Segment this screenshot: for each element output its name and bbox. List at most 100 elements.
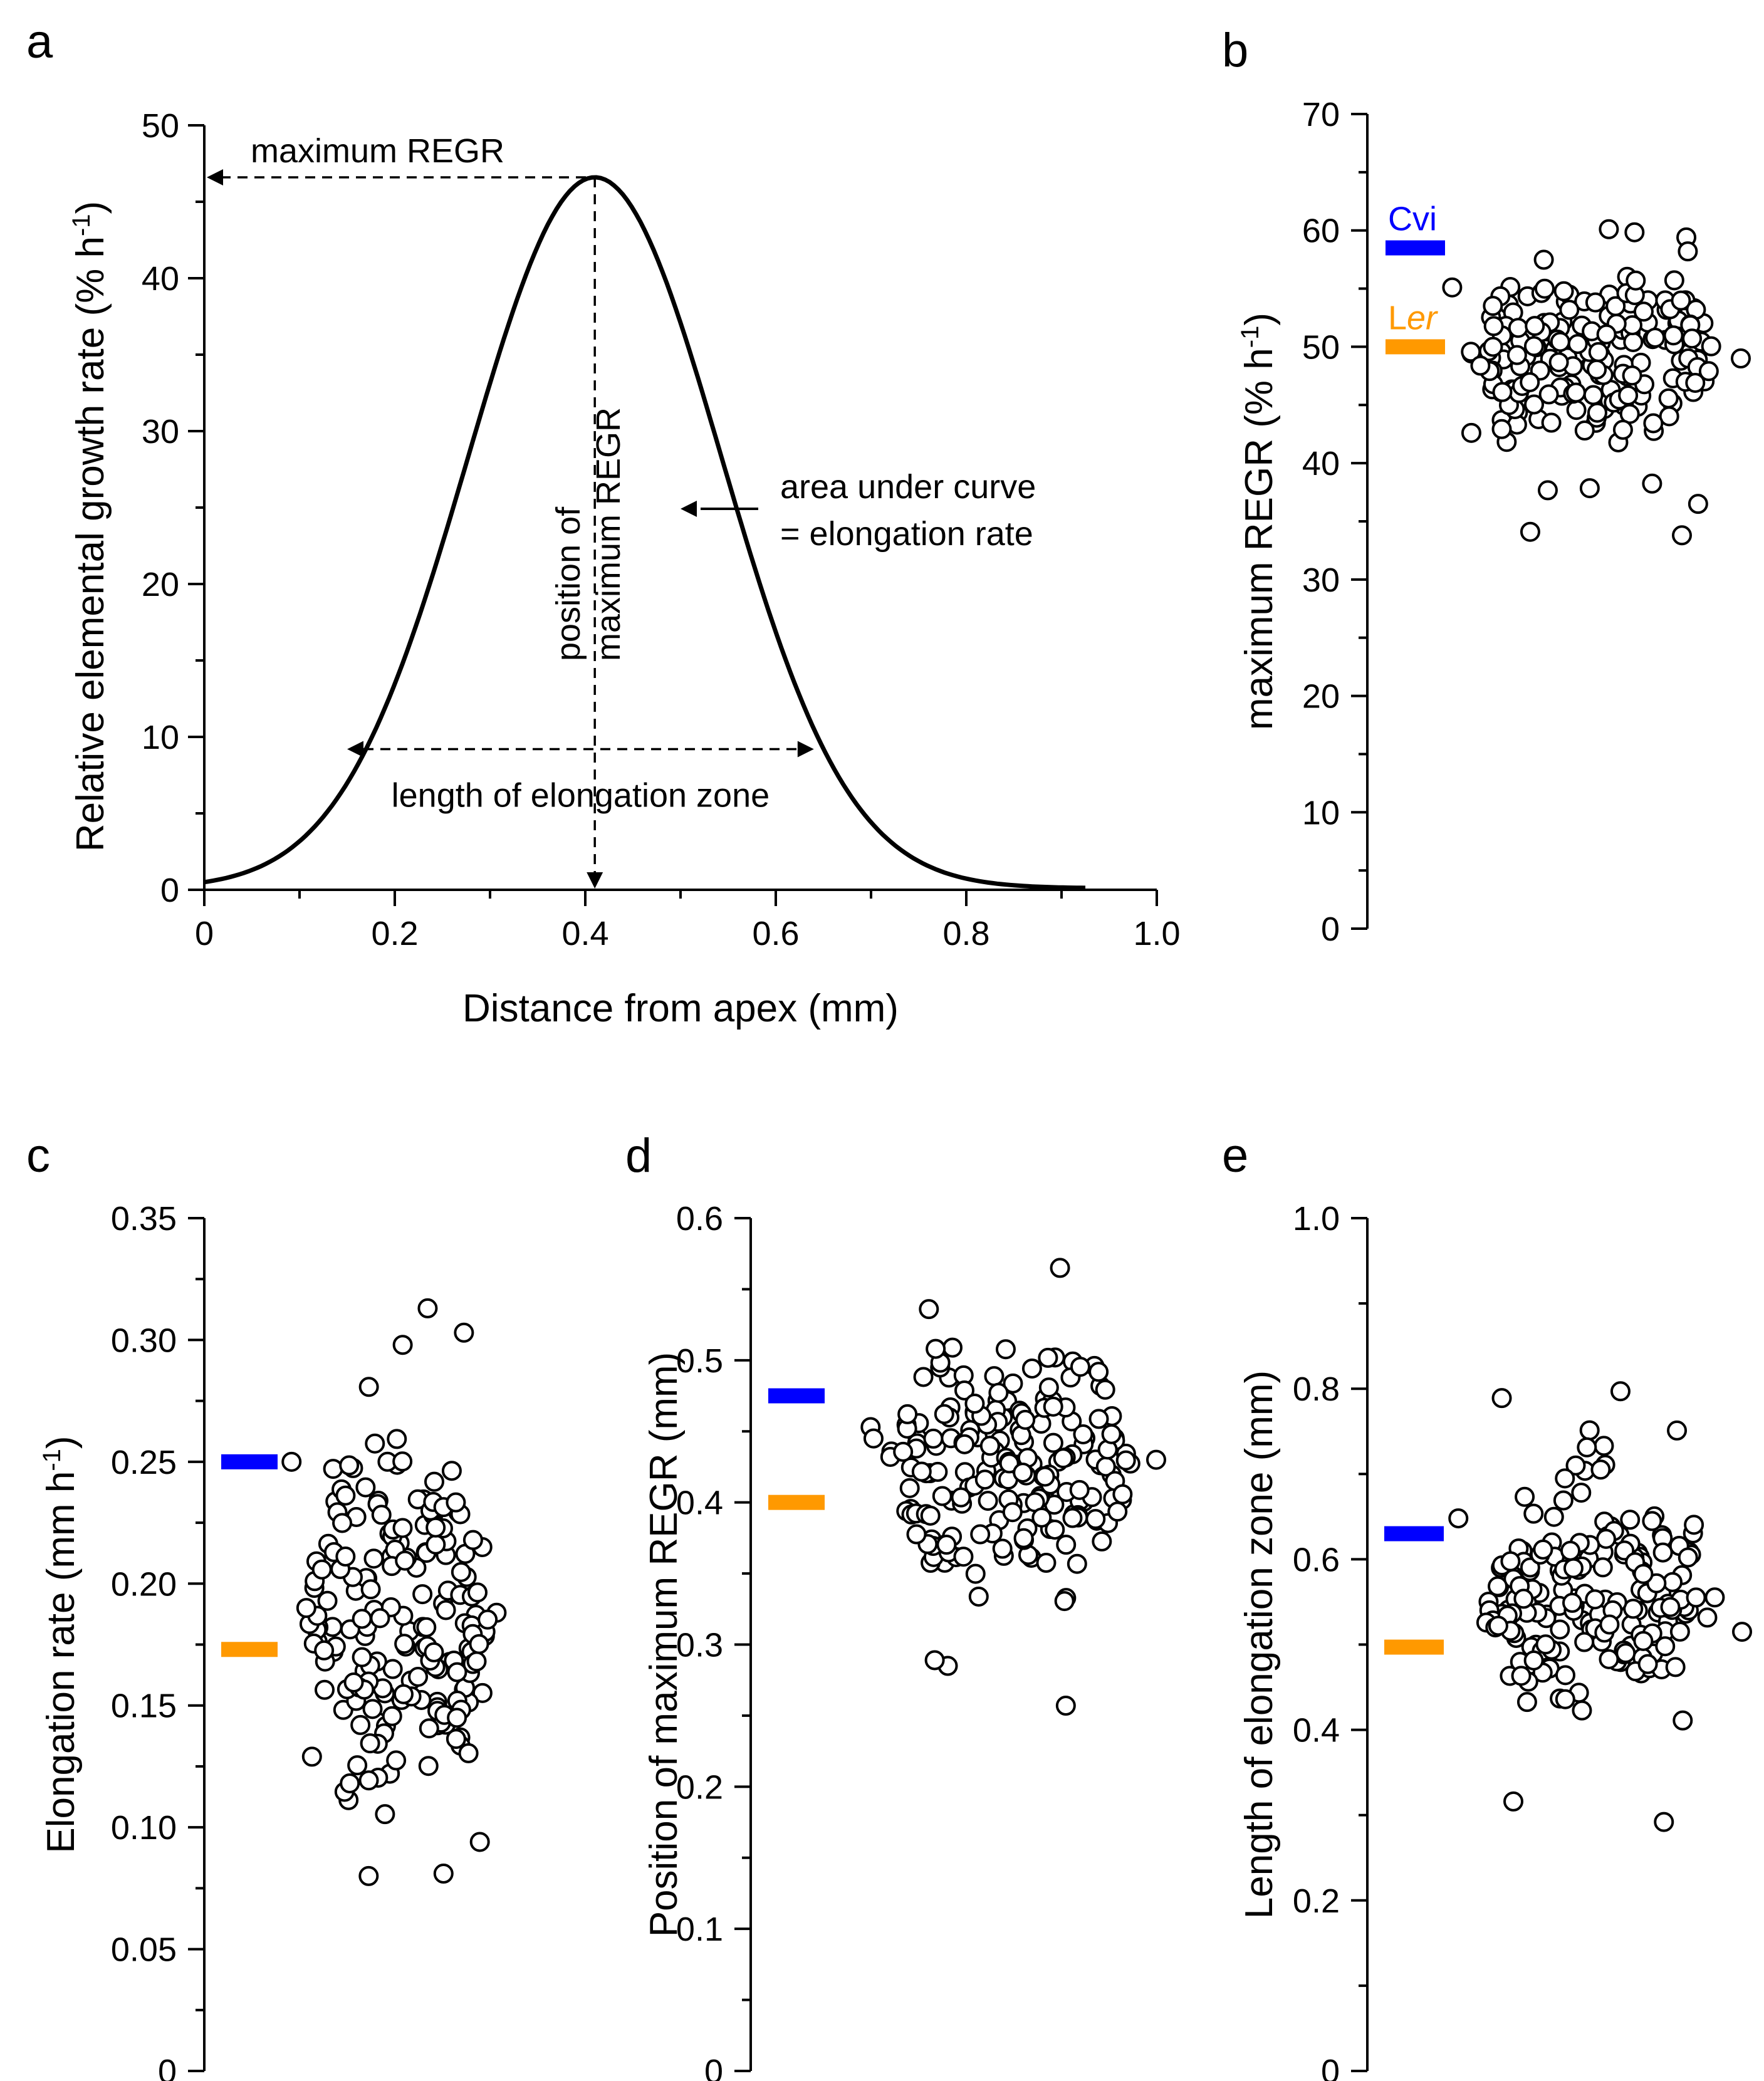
ril-point bbox=[984, 1366, 1005, 1387]
ril-point bbox=[382, 1706, 402, 1726]
zone-annotation: length of elongation zone bbox=[392, 777, 770, 815]
max-regr-annotation: maximum REGR bbox=[251, 132, 504, 170]
ril-point bbox=[1685, 372, 1706, 393]
ril-point bbox=[362, 1699, 383, 1719]
y-tick-label: 10 bbox=[1302, 794, 1340, 832]
ril-point bbox=[424, 1471, 444, 1492]
area-arrowhead bbox=[681, 501, 697, 517]
ril-point bbox=[923, 1428, 944, 1449]
ril-point bbox=[953, 1546, 974, 1567]
ril-point bbox=[425, 1534, 446, 1555]
ril-point bbox=[350, 1714, 371, 1735]
x-tick-label: 0.8 bbox=[942, 915, 989, 952]
parent-bar-cvi bbox=[1386, 240, 1445, 256]
ril-point bbox=[1671, 290, 1691, 311]
y-tick-label: 0.4 bbox=[1293, 1712, 1340, 1750]
panel-label-d: d bbox=[625, 1129, 652, 1182]
ril-point bbox=[393, 1684, 414, 1704]
y-tick-label: 20 bbox=[142, 566, 179, 603]
y-tick-label: 20 bbox=[1302, 678, 1340, 716]
ril-point bbox=[1483, 336, 1503, 357]
ril-point bbox=[1043, 1432, 1063, 1453]
y-tick-label: 0.30 bbox=[111, 1322, 177, 1359]
ril-point bbox=[441, 1461, 462, 1481]
ril-point bbox=[919, 1299, 939, 1320]
ril-point bbox=[1553, 281, 1574, 301]
ril-point bbox=[897, 1404, 918, 1424]
ril-point bbox=[358, 1770, 379, 1791]
ril-point bbox=[412, 1584, 433, 1605]
ril-point bbox=[408, 1666, 429, 1687]
ril-point bbox=[1523, 1650, 1544, 1671]
y-axis-title-sup: -1 bbox=[38, 1449, 66, 1471]
x-tick-label: 0.4 bbox=[561, 915, 608, 952]
ril-point bbox=[893, 1441, 914, 1462]
y-tick-label: 0.05 bbox=[111, 1931, 177, 1969]
ril-point bbox=[1538, 384, 1559, 405]
ril-point bbox=[1492, 382, 1513, 402]
ril-point bbox=[1587, 402, 1607, 423]
panel-label-a: a bbox=[26, 15, 53, 68]
ril-point bbox=[1553, 1490, 1574, 1511]
ril-point bbox=[1599, 1649, 1619, 1669]
ril-point bbox=[1678, 1547, 1698, 1568]
y-tick-label: 0 bbox=[158, 2053, 177, 2081]
y-axis-title-text: maximum REGR (% h bbox=[1238, 348, 1281, 730]
ril-point bbox=[1070, 1357, 1090, 1377]
ril-point bbox=[1003, 1373, 1023, 1394]
ril-point bbox=[458, 1743, 479, 1763]
y-tick-label: 0.3 bbox=[676, 1627, 723, 1664]
ril-point bbox=[1669, 1621, 1690, 1642]
ril-point bbox=[1073, 1424, 1093, 1444]
ril-point bbox=[1088, 1362, 1109, 1382]
panel-b: b 0 10 20 30 40 50 60 70 maximum REGR (% h-1) Cvi… bbox=[1222, 24, 1751, 948]
x-tick-label: 1.0 bbox=[1133, 915, 1180, 952]
area-annotation-1: area under curve bbox=[780, 468, 1036, 506]
ril-point bbox=[1508, 318, 1528, 338]
ril-point bbox=[1534, 278, 1555, 299]
ril-point bbox=[392, 1335, 413, 1355]
ril-point bbox=[1002, 1502, 1023, 1523]
ril-point bbox=[1588, 342, 1609, 362]
ril-point bbox=[478, 1609, 498, 1630]
panel-label-c: c bbox=[26, 1129, 50, 1182]
parent-bar-cvi bbox=[221, 1454, 278, 1469]
y-tick-label: 1.0 bbox=[1293, 1200, 1340, 1238]
ril-point bbox=[1461, 422, 1481, 443]
growth-rate-curve bbox=[204, 175, 1086, 890]
x-axis-title: Distance from apex (mm) bbox=[462, 987, 899, 1030]
ril-point bbox=[1678, 241, 1698, 262]
ril-point bbox=[1031, 1507, 1052, 1528]
ril-point bbox=[1559, 300, 1580, 320]
ril-point bbox=[335, 1485, 356, 1506]
y-tick-label: 0.6 bbox=[676, 1200, 723, 1238]
y-axis-title-end: ) bbox=[39, 1436, 83, 1449]
ril-point bbox=[936, 1535, 957, 1555]
ril-point bbox=[1069, 1479, 1090, 1500]
ril-point bbox=[1511, 1666, 1532, 1686]
ril-point bbox=[1516, 1692, 1537, 1713]
ril-point bbox=[1543, 1506, 1564, 1527]
ril-point bbox=[363, 1548, 384, 1569]
ril-point bbox=[979, 1436, 1000, 1456]
ril-point bbox=[1515, 1486, 1535, 1507]
ril-point bbox=[992, 1538, 1013, 1559]
ril-point bbox=[1503, 1791, 1524, 1812]
ril-point bbox=[970, 1524, 991, 1545]
ril-point bbox=[1592, 1557, 1613, 1578]
ril-point bbox=[1567, 333, 1588, 354]
x-tick-label: 0.6 bbox=[752, 915, 799, 952]
ril-point bbox=[988, 1382, 1009, 1403]
y-axis-title-sup: -1 bbox=[68, 214, 95, 236]
ril-point bbox=[1483, 296, 1503, 316]
ril-point bbox=[1579, 478, 1600, 499]
ril-point bbox=[1067, 1553, 1087, 1574]
ril-point bbox=[1533, 249, 1554, 270]
zone-arrowhead-left bbox=[347, 741, 363, 758]
ril-point bbox=[451, 1562, 471, 1582]
ril-point bbox=[1654, 1812, 1674, 1832]
parent-label-ler-italic: er bbox=[1407, 299, 1438, 336]
ril-point bbox=[1085, 1509, 1106, 1530]
y-tick-label: 0 bbox=[160, 872, 179, 909]
